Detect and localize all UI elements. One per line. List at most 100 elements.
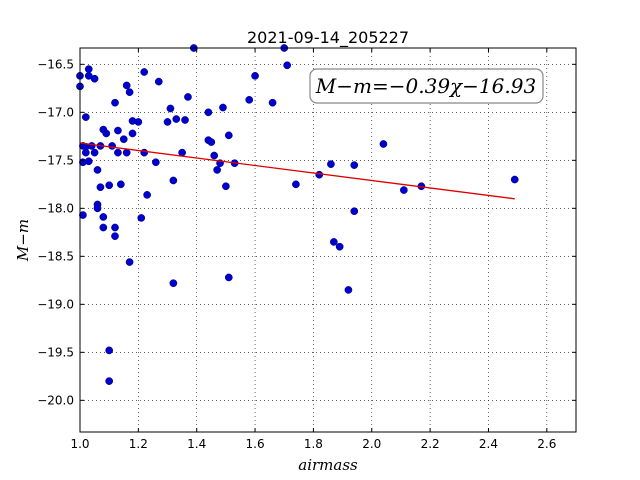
data-point: [163, 118, 172, 126]
data-point: [81, 113, 90, 121]
data-point: [315, 170, 324, 179]
data-point: [99, 223, 108, 232]
data-point: [169, 279, 178, 288]
data-point: [128, 129, 137, 138]
x-tick-label: 1.0: [70, 437, 89, 451]
data-point: [125, 88, 134, 97]
fit-equation-box: M−m=−0.39χ−16.93: [309, 68, 544, 104]
data-point: [93, 166, 102, 174]
data-point: [114, 126, 122, 135]
y-tick-label: −16.5: [37, 57, 74, 71]
x-tick-label: 2.2: [421, 437, 440, 451]
data-point: [134, 118, 143, 126]
data-point: [268, 98, 277, 107]
x-tick-label: 1.6: [246, 437, 265, 451]
data-point: [292, 180, 300, 189]
x-tick-label: 1.8: [304, 437, 323, 451]
x-tick-label: 1.2: [129, 437, 148, 451]
data-point: [93, 204, 102, 213]
x-tick-labels: 1.0 1.2 1.4 1.6 1.8 2.0 2.2 2.4 2.6: [70, 437, 556, 451]
data-point: [251, 71, 259, 80]
data-point: [102, 129, 111, 138]
data-point: [400, 186, 408, 194]
y-tick-label: −18.5: [37, 249, 74, 263]
data-point: [210, 151, 219, 160]
y-tick-label: −19.0: [37, 297, 74, 311]
fit-line-layer: [79, 142, 515, 200]
data-point: [224, 131, 233, 140]
data-point: [245, 95, 254, 104]
data-point: [108, 142, 116, 150]
data-point: [283, 61, 292, 70]
data-point: [105, 346, 114, 355]
data-point: [184, 93, 192, 101]
y-tick-label: −17.5: [37, 153, 74, 167]
data-point: [90, 148, 99, 157]
data-point: [105, 181, 114, 190]
data-point: [87, 142, 96, 150]
data-point: [96, 183, 105, 192]
data-point: [166, 104, 175, 113]
data-point: [90, 74, 99, 83]
data-point: [116, 180, 125, 189]
data-point: [154, 77, 163, 86]
plot-frame: [79, 47, 577, 433]
data-point: [137, 214, 146, 222]
data-point: [379, 140, 388, 148]
fit-line: [79, 142, 515, 200]
fit-equation: M−m=−0.39χ−16.93: [315, 74, 536, 98]
data-point: [350, 207, 359, 216]
ticks: [79, 48, 576, 432]
data-point: [219, 103, 227, 112]
x-tick-label: 1.4: [187, 437, 206, 451]
grid: [79, 48, 576, 432]
data-point: [344, 286, 353, 294]
data-point: [84, 157, 93, 166]
data-point: [350, 161, 359, 169]
y-axis-label: M−m: [14, 219, 32, 262]
data-point: [335, 242, 344, 251]
y-tick-label: −20.0: [37, 393, 74, 407]
y-tick-labels: −16.5 −17.0 −17.5 −18.0 −18.5 −19.0 −19.5 −20.0: [37, 57, 74, 407]
data-point: [122, 81, 131, 90]
x-axis-label: airmass: [298, 456, 358, 474]
data-point: [329, 238, 338, 246]
y-tick-label: −17.0: [37, 105, 74, 119]
x-tick-label: 2.4: [479, 437, 498, 451]
data-point: [84, 65, 93, 73]
y-tick-label: −18.0: [37, 201, 74, 215]
data-point: [224, 273, 233, 282]
data-point: [143, 191, 151, 199]
data-point: [327, 160, 335, 169]
data-point: [140, 68, 149, 76]
data-point: [125, 258, 134, 266]
data-point: [178, 148, 186, 157]
data-point: [111, 223, 119, 232]
x-tick-label: 2.6: [537, 437, 556, 451]
data-point: [181, 116, 189, 124]
data-point: [169, 176, 178, 185]
data-point: [111, 98, 119, 107]
data-point: [204, 108, 213, 117]
x-tick-label: 2.0: [362, 437, 381, 451]
data-point: [81, 148, 90, 157]
data-point: [140, 148, 149, 157]
data-point: [207, 138, 216, 146]
y-tick-label: −19.5: [37, 345, 74, 359]
data-point: [105, 377, 114, 385]
data-point: [119, 135, 128, 144]
data-point: [79, 211, 87, 219]
equation-box-border: [309, 68, 544, 104]
data-point: [172, 115, 181, 123]
data-point: [114, 148, 122, 157]
data-point: [152, 158, 160, 167]
chart-title: 2021-09-14_205227: [247, 28, 409, 48]
data-point: [122, 148, 131, 157]
data-point: [213, 166, 221, 174]
data-point: [510, 175, 519, 184]
data-point: [111, 232, 119, 241]
data-point: [222, 182, 230, 191]
data-point: [99, 213, 108, 221]
scatter-points: [76, 44, 519, 385]
